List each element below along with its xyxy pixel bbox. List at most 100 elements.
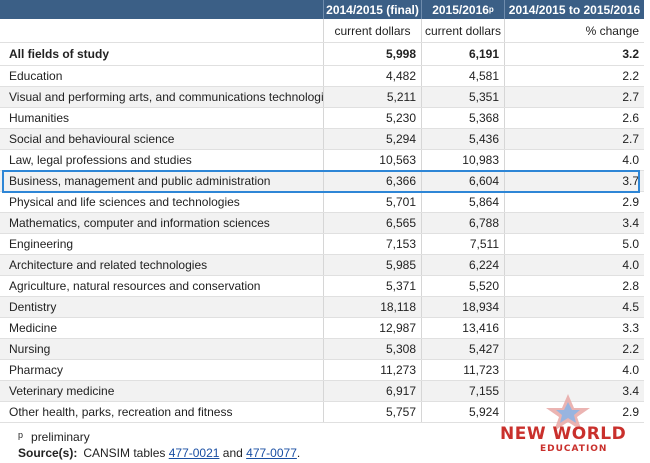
row-value-2015-2016: 18,934 xyxy=(422,297,505,317)
row-value-2015-2016: 5,351 xyxy=(422,87,505,107)
row-value-change: 2.9 xyxy=(622,405,639,419)
row-label: Medicine xyxy=(0,318,324,338)
row-value-change: 2.7 xyxy=(622,90,639,104)
row-value-change: 4.0 xyxy=(622,258,639,272)
row-label: Humanities xyxy=(0,108,324,128)
table-row: Physical and life sciences and technolog… xyxy=(0,192,644,213)
row-value-change: 3.4 xyxy=(622,384,639,398)
row-label: Agriculture, natural resources and conse… xyxy=(0,276,324,296)
row-value-change: 4.5 xyxy=(622,300,639,314)
total-row: All fields of study 5,998 6,191 3.2 xyxy=(0,43,644,66)
row-value-2014-2015: 5,371 xyxy=(324,276,422,296)
row-value-2014-2015: 6,366 xyxy=(324,171,422,191)
row-value-2015-2016: 6,788 xyxy=(422,213,505,233)
table-row: Mathematics, computer and information sc… xyxy=(0,213,644,234)
row-value-2015-2016: 5,427 xyxy=(422,339,505,359)
row-value-2015-2016: 6,224 xyxy=(422,255,505,275)
row-value-2014-2015: 4,482 xyxy=(324,66,422,86)
row-value-change: 3.3 xyxy=(622,321,639,335)
watermark-line1: NEW WORLD xyxy=(500,424,627,444)
star-icon xyxy=(546,394,590,431)
row-label: Engineering xyxy=(0,234,324,254)
table-row: Visual and performing arts, and communic… xyxy=(0,87,644,108)
table-row: Law, legal professions and studies 10,563… xyxy=(0,150,644,171)
source-link-477-0077[interactable]: 477-0077 xyxy=(246,446,297,460)
footnote: p preliminary xyxy=(18,430,90,444)
row-label: Education xyxy=(0,66,324,86)
row-label: Physical and life sciences and technolog… xyxy=(0,192,324,212)
units-blank xyxy=(0,19,324,42)
row-value-2015-2016: 5,368 xyxy=(422,108,505,128)
row-value-2014-2015: 18,118 xyxy=(324,297,422,317)
row-value-change: 2.7 xyxy=(622,132,639,146)
units-col1: current dollars xyxy=(324,19,422,42)
source-label: Source(s): xyxy=(18,446,78,460)
row-value-change: 2.2 xyxy=(622,342,639,356)
preliminary-marker: p xyxy=(488,5,494,14)
row-label: Visual and performing arts, and communic… xyxy=(0,87,324,107)
table-row: Engineering 7,153 7,511 5.0 xyxy=(0,234,644,255)
source-link-477-0021[interactable]: 477-0021 xyxy=(168,446,220,460)
row-value-2014-2015: 7,153 xyxy=(324,234,422,254)
table-row: Nursing 5,308 5,427 2.2 xyxy=(0,339,644,360)
row-value-2015-2016: 11,723 xyxy=(422,360,505,380)
units-col3: % change xyxy=(585,23,639,38)
row-label: Pharmacy xyxy=(0,360,324,380)
total-v3: 3.2 xyxy=(622,47,639,61)
row-value-2014-2015: 5,308 xyxy=(324,339,422,359)
row-value-2014-2015: 11,273 xyxy=(324,360,422,380)
table-row: Education 4,482 4,581 2.2 xyxy=(0,66,644,87)
row-value-change: 3.4 xyxy=(622,216,639,230)
row-value-2015-2016: 6,604 xyxy=(422,171,505,191)
table-header-row: 2014/2015 (final) 2015/2016 p 2014/2015 t… xyxy=(0,0,644,19)
total-v2: 6,191 xyxy=(422,43,505,65)
row-value-2014-2015: 12,987 xyxy=(324,318,422,338)
table-row: Business, management and public administ… xyxy=(0,171,644,192)
row-value-2015-2016: 5,520 xyxy=(422,276,505,296)
row-value-change: 4.0 xyxy=(622,153,639,167)
table-body: Education 4,482 4,581 2.2 Visual and perform… xyxy=(0,66,644,423)
row-value-2014-2015: 5,757 xyxy=(324,402,422,422)
total-label: All fields of study xyxy=(0,43,324,65)
row-label: Mathematics, computer and information sc… xyxy=(0,213,324,233)
row-value-change: 3.7 xyxy=(622,174,639,188)
watermark-line2: EDUCATION xyxy=(540,444,608,454)
row-value-change: 2.6 xyxy=(622,111,639,125)
units-col2: current dollars xyxy=(422,19,505,42)
row-value-2015-2016: 5,924 xyxy=(422,402,505,422)
row-label: Architecture and related technologies xyxy=(0,255,324,275)
row-value-change: 4.0 xyxy=(622,363,639,377)
row-value-2014-2015: 10,563 xyxy=(324,150,422,170)
table-row: Humanities 5,230 5,368 2.6 xyxy=(0,108,644,129)
header-2014-2015: 2014/2015 (final) xyxy=(324,0,422,19)
row-value-2015-2016: 7,155 xyxy=(422,381,505,401)
row-value-change: 2.9 xyxy=(622,195,639,209)
row-value-2015-2016: 4,581 xyxy=(422,66,505,86)
source-prefix: CANSIM tables xyxy=(83,446,166,460)
row-value-change: 2.2 xyxy=(622,69,639,83)
row-label: Business, management and public administ… xyxy=(0,171,324,191)
table-row: Pharmacy 11,273 11,723 4.0 xyxy=(0,360,644,381)
row-value-2015-2016: 13,416 xyxy=(422,318,505,338)
footnote-symbol: p xyxy=(18,430,24,440)
table-row: Agriculture, natural resources and conse… xyxy=(0,276,644,297)
row-value-2014-2015: 5,211 xyxy=(324,87,422,107)
row-value-2014-2015: 5,294 xyxy=(324,129,422,149)
row-label: Law, legal professions and studies xyxy=(0,150,324,170)
table-row: Dentistry 18,118 18,934 4.5 xyxy=(0,297,644,318)
header-field xyxy=(0,0,324,19)
row-value-2014-2015: 6,565 xyxy=(324,213,422,233)
row-label: Social and behavioural science xyxy=(0,129,324,149)
tuition-table: 2014/2015 (final) 2015/2016 p 2014/2015 t… xyxy=(0,0,644,423)
table-row: Architecture and related technologies 5,9… xyxy=(0,255,644,276)
footnote-text: preliminary xyxy=(31,430,90,444)
row-value-change: 2.8 xyxy=(622,279,639,293)
row-value-2014-2015: 5,985 xyxy=(324,255,422,275)
row-value-2015-2016: 5,864 xyxy=(422,192,505,212)
row-label: Nursing xyxy=(0,339,324,359)
header-change: 2014/2015 to 2015/2016 xyxy=(508,2,641,17)
table-row: Medicine 12,987 13,416 3.3 xyxy=(0,318,644,339)
row-value-2015-2016: 10,983 xyxy=(422,150,505,170)
header-2015-2016: 2015/2016 p xyxy=(422,0,505,19)
row-value-2015-2016: 5,436 xyxy=(422,129,505,149)
